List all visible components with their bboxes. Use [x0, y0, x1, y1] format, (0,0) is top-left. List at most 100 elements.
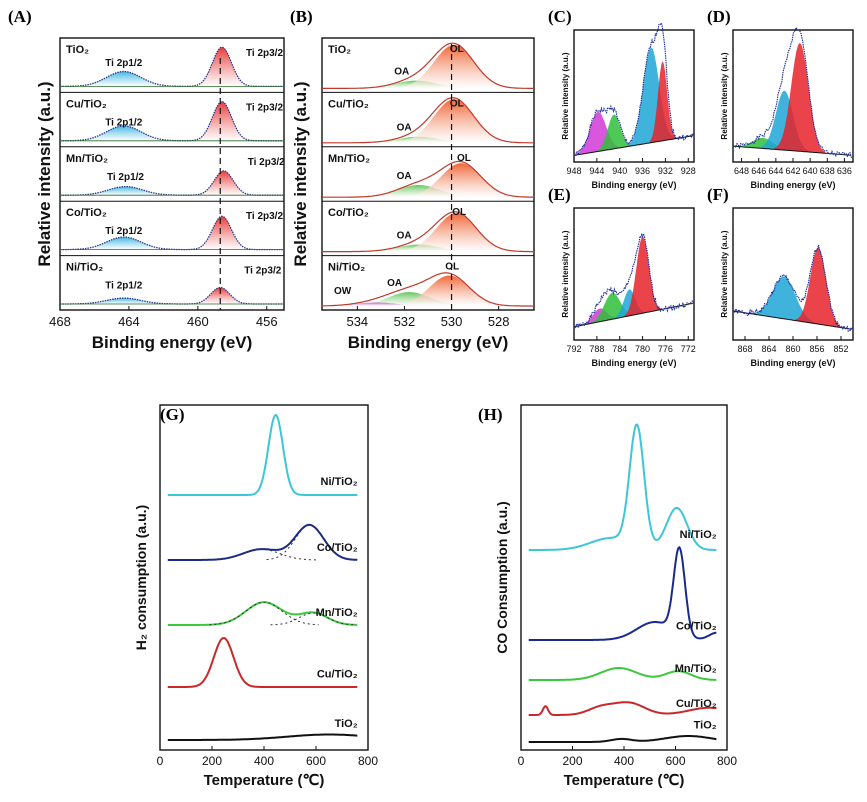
- panel-label: (G): [160, 405, 185, 424]
- panel-g-frame: [159, 404, 369, 751]
- panel-a-peak-1-2: [72, 71, 176, 87]
- panel-a-x-tick-label: 460: [187, 314, 209, 329]
- panel-h-series-label: Mn/TiO₂: [675, 663, 717, 675]
- panel-h-x-tick-label: 800: [717, 754, 737, 768]
- panel-c-y-axis-title: Relative intensity (a.u.): [561, 52, 570, 139]
- panel-b-ow-label: OW: [334, 286, 352, 297]
- panel-b-envelope: [322, 97, 534, 144]
- panel-g-series-label: Mn/TiO₂: [316, 607, 358, 619]
- panel-h-curve: [528, 701, 717, 716]
- panel-b-series-label: TiO₂: [328, 44, 351, 56]
- panel-e-frame: [573, 207, 695, 341]
- panel-a-peak-3-2-label: Ti 2p3/2: [246, 211, 283, 222]
- panel-a-x-axis-title: Binding energy (eV): [92, 333, 253, 352]
- panel-h-series-label: Co/TiO₂: [676, 621, 717, 633]
- panel-e-data-points: [573, 232, 695, 329]
- panel-d-peak-area: [774, 43, 826, 154]
- panel-label: (E): [548, 185, 571, 204]
- panel-a-data-points: [60, 170, 284, 196]
- panel-h-x-tick-label: 600: [665, 754, 685, 768]
- panel-c-x-tick-label: 940: [612, 166, 627, 176]
- panel-a-peak-3-2-label: Ti 2p3/2: [244, 266, 281, 277]
- panel-a-peak-1-2-label: Ti 2p1/2: [105, 281, 142, 292]
- panel-c-x-tick-label: 932: [658, 166, 673, 176]
- panel-g-y-axis-title: H₂ consumption (a.u.): [133, 505, 149, 650]
- panel-g-x-tick-label: 200: [202, 754, 222, 768]
- panel-a-peak-3-2-label: Ti 2p3/2: [246, 102, 283, 113]
- panel-a-series-label: Ni/TiO₂: [66, 262, 103, 274]
- panel-e-x-tick-label: 792: [566, 344, 581, 354]
- panel-b-oa-label: OA: [387, 278, 402, 289]
- panel-b-envelope: [322, 211, 534, 253]
- panel-g-fit-curve: [209, 601, 319, 626]
- panel-f-x-tick-label: 860: [785, 344, 800, 354]
- panel-a-frame: [59, 37, 285, 311]
- panel-c-x-tick-label: 928: [681, 166, 696, 176]
- panel-h-curve: [528, 423, 717, 551]
- panel-c-x-tick-label: 936: [635, 166, 650, 176]
- panel-b-oa-label: OA: [394, 67, 409, 78]
- panel-h-x-tick-label: 0: [518, 754, 525, 768]
- panel-g-series-label: Co/TiO₂: [317, 542, 358, 554]
- panel-b-envelope: [322, 42, 534, 89]
- panel-h-curve: [528, 545, 717, 641]
- panel-a-peak-3-2: [171, 101, 274, 141]
- panel-e-x-tick-label: 780: [635, 344, 650, 354]
- panel-g-fit-curve: [266, 524, 352, 561]
- panel-a-peak-3-2: [171, 216, 274, 250]
- panel-b-ol-peak: [385, 213, 527, 252]
- panel-b-y-axis-title: Relative intensity (a.u.): [291, 81, 310, 266]
- panel-label: (H): [478, 405, 503, 424]
- panel-e-x-tick-label: 772: [681, 344, 696, 354]
- panel-b-ol-peak: [378, 275, 520, 306]
- panel-g-series-label: Ni/TiO₂: [321, 476, 358, 488]
- panel-g-curve: [167, 414, 358, 496]
- panel-a-peak-1-2-label: Ti 2p1/2: [105, 226, 142, 237]
- panel-f-y-axis-title: Relative intensity (a.u.): [720, 230, 729, 317]
- panel-h-series-label: TiO₂: [694, 720, 717, 732]
- panel-f-x-tick-label: 852: [833, 344, 848, 354]
- panel-g-curve: [167, 636, 358, 688]
- panel-c-frame: [573, 29, 695, 163]
- panel-label: (A): [8, 7, 32, 26]
- panel-a-peak-1-2-label: Ti 2p1/2: [107, 172, 144, 183]
- panel-a-x-tick-label: 456: [256, 314, 278, 329]
- panel-a-x-tick-label: 468: [49, 314, 71, 329]
- panel-b-series-label: Ni/TiO₂: [328, 262, 365, 274]
- panel-g-curve: [167, 601, 358, 626]
- panel-label: (F): [707, 185, 729, 204]
- panel-a-peak-1-2: [72, 237, 176, 250]
- panel-g-x-tick-label: 400: [254, 754, 274, 768]
- panel-a-y-axis-title: Relative intensity (a.u.): [35, 81, 54, 266]
- panel-c-x-tick-label: 948: [566, 166, 581, 176]
- panel-c-background: [573, 135, 693, 156]
- panel-a-peak-1-2: [72, 125, 176, 141]
- panel-d-x-axis-title: Binding energy (eV): [750, 180, 835, 190]
- panel-b-frame: [321, 37, 535, 311]
- panel-label: (D): [707, 7, 731, 26]
- panel-b-x-tick-label: 528: [488, 314, 510, 329]
- panel-h-curve: [528, 735, 717, 743]
- panel-d-x-tick-label: 636: [837, 166, 852, 176]
- panel-b-envelope: [321, 272, 534, 307]
- panel-c-x-tick-label: 944: [589, 166, 604, 176]
- panel-d-x-tick-label: 646: [751, 166, 766, 176]
- panel-h-series-label: Ni/TiO₂: [680, 529, 717, 541]
- panel-h-x-tick-label: 200: [562, 754, 582, 768]
- panel-b-ol-label: OL: [457, 153, 471, 164]
- panel-f-x-axis-title: Binding energy (eV): [750, 358, 835, 368]
- panel-a-series-label: Mn/TiO₂: [66, 153, 108, 165]
- panel-g-x-axis-title: Temperature (℃): [204, 772, 325, 789]
- panel-h-series-label: Cu/TiO₂: [676, 698, 717, 710]
- panel-b-oa-label: OA: [397, 171, 412, 182]
- panel-a-peak-3-2-label: Ti 2p3/2: [246, 48, 283, 59]
- panel-g-series-label: TiO₂: [335, 718, 358, 730]
- panel-e-y-axis-title: Relative intensity (a.u.): [561, 230, 570, 317]
- panel-c-x-axis-title: Binding energy (eV): [591, 180, 676, 190]
- panel-e-x-tick-label: 788: [589, 344, 604, 354]
- panel-a-peak-3-2: [171, 47, 274, 87]
- panel-g-fit-curve: [270, 612, 356, 626]
- panel-b-x-tick-label: 530: [441, 314, 463, 329]
- panel-a-peak-3-2-label: Ti 2p3/2: [248, 157, 285, 168]
